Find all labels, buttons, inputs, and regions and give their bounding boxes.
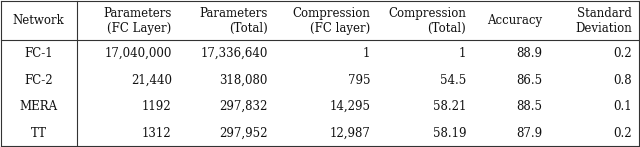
- Text: MERA: MERA: [20, 100, 58, 113]
- Text: 54.5: 54.5: [440, 74, 466, 87]
- Text: 297,952: 297,952: [219, 127, 268, 140]
- Text: 58.21: 58.21: [433, 100, 466, 113]
- Text: 1: 1: [363, 47, 371, 60]
- Text: FC-1: FC-1: [24, 47, 53, 60]
- Text: 86.5: 86.5: [516, 74, 542, 87]
- Text: 58.19: 58.19: [433, 127, 466, 140]
- Text: 0.8: 0.8: [613, 74, 632, 87]
- Text: 1312: 1312: [142, 127, 172, 140]
- Text: 0.2: 0.2: [613, 47, 632, 60]
- Text: Accuracy: Accuracy: [487, 14, 542, 27]
- Text: 87.9: 87.9: [516, 127, 542, 140]
- Text: Parameters
(FC Layer): Parameters (FC Layer): [103, 7, 172, 35]
- Text: 0.1: 0.1: [613, 100, 632, 113]
- Text: 88.9: 88.9: [516, 47, 542, 60]
- Text: 0.2: 0.2: [613, 127, 632, 140]
- Text: TT: TT: [31, 127, 47, 140]
- Text: 297,832: 297,832: [220, 100, 268, 113]
- Text: 17,040,000: 17,040,000: [104, 47, 172, 60]
- Text: 14,295: 14,295: [329, 100, 371, 113]
- Text: FC-2: FC-2: [24, 74, 53, 87]
- Text: 12,987: 12,987: [330, 127, 371, 140]
- Text: Standard
Deviation: Standard Deviation: [575, 7, 632, 35]
- Text: 1192: 1192: [142, 100, 172, 113]
- Text: 1: 1: [459, 47, 466, 60]
- Text: Parameters
(Total): Parameters (Total): [199, 7, 268, 35]
- Text: 318,080: 318,080: [220, 74, 268, 87]
- Text: Network: Network: [13, 14, 65, 27]
- Text: 795: 795: [348, 74, 371, 87]
- Text: 17,336,640: 17,336,640: [200, 47, 268, 60]
- Text: Compression
(FC layer): Compression (FC layer): [292, 7, 371, 35]
- Text: Compression
(Total): Compression (Total): [388, 7, 466, 35]
- Text: 88.5: 88.5: [516, 100, 542, 113]
- Text: 21,440: 21,440: [131, 74, 172, 87]
